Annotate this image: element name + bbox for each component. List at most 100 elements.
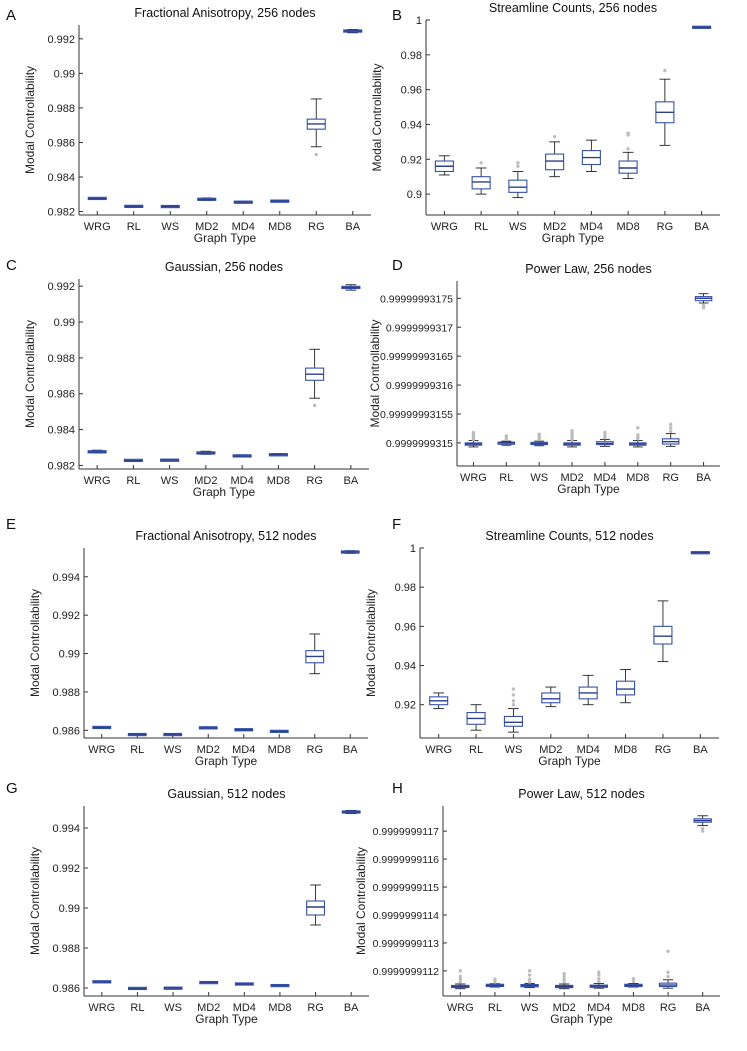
panel-b-ytick-label: 0.98 (401, 50, 422, 62)
panel-e-ytick-label: 0.99 (59, 649, 80, 661)
panel-h-outlier-md8 (631, 979, 636, 984)
panel-e-xtick-label-md2: MD2 (197, 744, 220, 756)
panel-h-box-md8 (624, 976, 643, 988)
panel-f-iqr-md2 (541, 692, 561, 704)
panel-d-outlier-rg (668, 429, 673, 434)
panel-h-ytick-label: 0.9999999113 (373, 938, 440, 950)
panel-b: B Streamline Counts, 256 nodes 0.9 0.92 0.94… (370, 1, 720, 245)
panel-a-ytick-label: 0.99 (54, 68, 75, 80)
panel-a-box-md8 (270, 199, 290, 203)
panel-b-outlier-rg (663, 68, 667, 73)
panel-h-xtick-label-rg: RG (660, 1002, 677, 1014)
panel-f-box-rl (466, 704, 486, 731)
panel-e-ytick-label: 0.994 (52, 572, 80, 584)
panel-f-xtick-label-ws: WS (505, 744, 523, 756)
panel-h-ytick-label: 0.9999999112 (373, 966, 440, 978)
panel-d-xtick-label-md4: MD4 (593, 472, 616, 484)
panel-a-title: Fractional Anisotropy, 256 nodes (134, 6, 315, 20)
panel-d-box-wrg (464, 430, 483, 448)
panel-f-outlier-ws (511, 703, 516, 707)
panel-h-outlier-wrg (458, 977, 463, 981)
panel-b-box-wrg (434, 155, 454, 176)
panel-g-xtick-label-rl: RL (130, 1002, 144, 1014)
panel-g-box-md4 (234, 982, 254, 986)
panel-c-xtick-label-md8: MD8 (267, 475, 290, 487)
panel-h-outlier-ws (527, 973, 532, 977)
panel-g-box-wrg (92, 980, 112, 984)
panel-c-box-rg (305, 348, 325, 408)
panel-c-xtick-label-wrg: WRG (84, 475, 111, 487)
panel-c-box-md2 (196, 450, 216, 455)
panel-d-ylabel: Modal Controllability (368, 319, 382, 427)
panel-b-box-md8 (618, 131, 638, 179)
panel-f-xtick-label-md4: MD4 (577, 744, 600, 756)
panel-h-letter: H (392, 780, 403, 797)
panel-g-xtick-label-md8: MD8 (268, 1002, 291, 1014)
panel-b-outlier-rl (479, 161, 483, 165)
panel-g-xtick-label-md4: MD4 (233, 1002, 256, 1014)
panel-h-outlier-wrg (458, 980, 463, 984)
panel-a-box-rg (306, 98, 326, 157)
panel-h-ytick-label: 0.9999999116 (373, 854, 440, 866)
panel-h-outlier-md2 (562, 971, 566, 976)
panel-f-outlier-ws (511, 687, 516, 691)
panel-f-iqr-md8 (616, 680, 636, 696)
panel-h-outlier-rl (493, 977, 497, 981)
panel-e-xtick-label-ba: BA (343, 744, 358, 756)
panel-f-xtick-label-ba: BA (693, 744, 708, 756)
panel-a-xtick-label-rl: RL (127, 221, 141, 233)
panel-a-box-md4 (233, 200, 253, 204)
panel-e-ytick-label: 0.988 (52, 687, 80, 699)
panel-f-box-md2 (541, 686, 561, 708)
panel-f-box-wrg (429, 692, 449, 710)
panel-f-xtick-label-rl: RL (469, 744, 483, 756)
panel-h-ytick-label: 0.9999999114 (373, 910, 440, 922)
panel-c-letter: C (6, 257, 17, 274)
panel-c-ytick-label: 0.992 (47, 281, 75, 293)
panel-h: H Power Law, 512 nodes 0.9999999112 0.99999… (354, 780, 720, 1026)
panel-a-ytick-label: 0.982 (47, 207, 75, 219)
panel-b-iqr-rl (471, 176, 491, 190)
panel-c-box-rl (123, 458, 143, 463)
panel-e-box-rg (305, 633, 325, 675)
panel-b-ylabel: Modal Controllability (370, 63, 384, 171)
panel-f-ytick-label: 0.98 (395, 582, 416, 594)
panel-f-ylabel: Modal Controllability (364, 589, 378, 697)
panel-h-outlier-md8 (631, 976, 636, 981)
panel-d-outlier-md4 (603, 433, 607, 438)
panel-b-iqr-ws (508, 179, 528, 193)
panel-e-box-rl (127, 732, 147, 737)
panel-b-letter: B (392, 7, 402, 24)
panel-d-outlier-md8 (636, 426, 640, 430)
panel-b-xtick-label-ba: BA (694, 221, 709, 233)
panel-g-title: Gaussian, 512 nodes (167, 787, 285, 801)
panel-h-outlier-rg (666, 974, 670, 979)
panel-b-ytick-label: 0.9 (407, 189, 422, 201)
panel-g-box-md8 (270, 983, 290, 988)
panel-c-ytick-label: 0.986 (47, 389, 75, 401)
panel-b-xtick-label-md8: MD8 (617, 221, 640, 233)
panel-c-box-ws (160, 458, 180, 462)
panel-d-outlier-md8 (636, 433, 640, 437)
panel-f-box-md4 (578, 674, 598, 706)
panel-d-xtick-label-rl: RL (499, 472, 513, 484)
panel-e-box-wrg (92, 725, 112, 730)
panel-d-box-rl (497, 434, 516, 446)
panel-f-ytick-label: 0.94 (395, 661, 416, 673)
panel-b-ytick-label: 1 (416, 15, 422, 27)
panel-h-outlier-md4 (597, 976, 601, 981)
panel-g-box-md2 (199, 980, 219, 985)
panel-g-ytick-label: 0.994 (52, 823, 80, 835)
panel-f-outlier-ws (511, 693, 516, 697)
panel-a-xtick-label-md4: MD4 (232, 221, 255, 233)
panel-c-ytick-label: 0.982 (47, 460, 75, 472)
panel-b-iqr-md8 (618, 160, 638, 174)
panel-h-outlier-md4 (597, 979, 601, 984)
panel-g-xlabel: Graph Type (195, 1012, 258, 1026)
panel-a-ytick-label: 0.988 (47, 103, 75, 115)
panel-e-box-ws (163, 732, 183, 737)
panel-h-outlier-ws (527, 977, 532, 981)
panel-f-box-rg (653, 600, 673, 663)
panel-d-letter: D (392, 257, 403, 274)
panel-g-xtick-label-ws: WS (164, 1002, 182, 1014)
